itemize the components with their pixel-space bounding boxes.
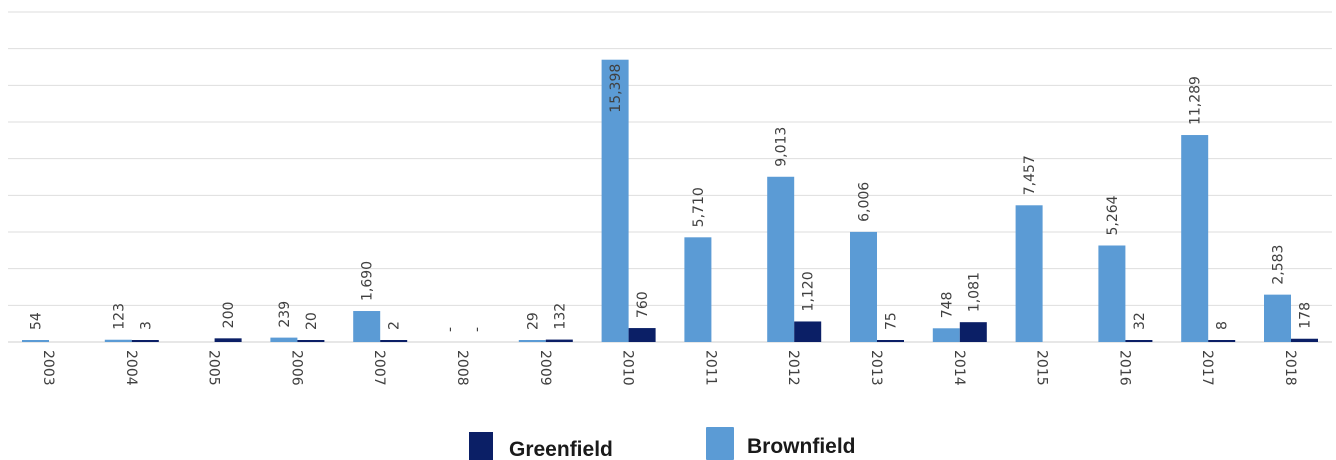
data-label-brownfield-2013: 6,006: [857, 182, 873, 222]
bar-greenfield-2010: [628, 328, 656, 342]
bar-brownfield-2003: [22, 340, 49, 342]
x-tick-label-2003: 2003: [40, 350, 56, 386]
bar-greenfield-2012: [794, 321, 822, 342]
bar-brownfield-2018: [1264, 294, 1291, 342]
bar-brownfield-2012: [767, 176, 795, 342]
bar-brownfield-2010: [601, 59, 629, 342]
legend-label-brownfield: Brownfield: [747, 435, 856, 458]
legend-swatch-brownfield: [706, 427, 734, 460]
x-tick-label-2008: 2008: [454, 350, 470, 386]
data-label-brownfield-2004: 123: [111, 303, 127, 330]
bar-brownfield-2013: [850, 231, 877, 342]
data-label-greenfield-2013: 75: [884, 312, 900, 330]
x-tick-label-2011: 2011: [702, 350, 718, 386]
bar-greenfield-2013: [877, 340, 904, 342]
bar-brownfield-2016: [1098, 245, 1126, 342]
x-tick-label-2016: 2016: [1116, 350, 1132, 386]
data-label-greenfield-2007: 2: [387, 321, 403, 330]
legend-item-greenfield: Greenfield: [469, 432, 613, 460]
data-label-greenfield-2004: 3: [138, 321, 154, 330]
data-label-greenfield-2016: 32: [1132, 312, 1148, 330]
x-tick-label-2010: 2010: [620, 350, 636, 386]
x-tick-label-2006: 2006: [288, 350, 304, 386]
data-label-brownfield-2003: 54: [29, 312, 45, 330]
x-tick-label-2004: 2004: [123, 350, 139, 386]
bar-greenfield-2004: [131, 340, 159, 342]
data-label-greenfield-2014: 1,081: [966, 272, 982, 312]
bar-greenfield-2006: [297, 340, 325, 342]
legend: Greenfield Brownfield: [469, 427, 856, 460]
data-label-brownfield-2017: 11,289: [1188, 76, 1204, 125]
bar-greenfield-2017: [1208, 340, 1236, 342]
x-tick-label-2005: 2005: [206, 350, 222, 386]
data-label-brownfield-2012: 9,013: [774, 127, 790, 167]
bar-greenfield-2016: [1125, 340, 1153, 342]
data-label-brownfield-2008: -: [443, 327, 459, 332]
x-tick-label-2017: 2017: [1199, 350, 1215, 386]
data-label-brownfield-2007: 1,690: [360, 261, 376, 301]
bar-brownfield-2017: [1181, 135, 1209, 342]
data-labels: 54 123 3 200 239 20 1,690 2 - - 29 132 15,398 760 5,71…: [29, 64, 1314, 332]
bar-brownfield-2006: [270, 337, 298, 342]
data-label-greenfield-2006: 20: [304, 312, 320, 330]
data-label-brownfield-2006: 239: [277, 301, 293, 328]
legend-label-greenfield: Greenfield: [509, 438, 613, 460]
bars: [22, 59, 1318, 342]
x-tick-label-2014: 2014: [951, 350, 967, 386]
data-label-brownfield-2015: 7,457: [1022, 155, 1038, 195]
gridlines: [8, 11, 1332, 343]
legend-item-brownfield: Brownfield: [706, 427, 856, 460]
x-tick-label-2012: 2012: [785, 350, 801, 386]
data-label-brownfield-2014: 748: [939, 292, 955, 319]
legend-swatch-greenfield: [469, 432, 493, 460]
data-label-greenfield-2012: 1,120: [801, 271, 817, 311]
data-label-brownfield-2009: 29: [525, 312, 541, 330]
x-tick-label-2013: 2013: [868, 350, 884, 386]
data-label-greenfield-2017: 8: [1215, 321, 1231, 330]
bar-brownfield-2014: [932, 328, 960, 342]
data-label-greenfield-2018: 178: [1298, 302, 1314, 329]
data-label-brownfield-2016: 5,264: [1105, 195, 1121, 235]
data-label-brownfield-2018: 2,583: [1271, 245, 1287, 285]
data-label-greenfield-2005: 200: [221, 302, 237, 329]
data-label-brownfield-2011: 5,710: [691, 187, 707, 227]
bar-greenfield-2018: [1291, 338, 1318, 342]
bar-greenfield-2014: [959, 322, 987, 342]
bar-greenfield-2009: [545, 339, 573, 342]
x-tick-label-2007: 2007: [371, 350, 387, 386]
x-tick-label-2015: 2015: [1034, 350, 1050, 386]
data-label-greenfield-2009: 132: [552, 303, 568, 330]
bar-brownfield-2011: [684, 237, 712, 342]
bar-brownfield-2009: [518, 340, 546, 342]
data-label-brownfield-2010: 15,398: [608, 64, 624, 113]
x-axis-tick-labels: 2003 2004 2005 2006 2007 2008 2009 2010 2011 2012…: [40, 350, 1298, 386]
data-label-greenfield-2008: -: [470, 327, 486, 332]
data-label-greenfield-2010: 760: [635, 291, 651, 318]
x-tick-label-2018: 2018: [1282, 350, 1298, 386]
bar-brownfield-2007: [353, 311, 381, 342]
bar-brownfield-2004: [104, 339, 132, 342]
bar-greenfield-2005: [214, 338, 242, 342]
x-tick-label-2009: 2009: [537, 350, 553, 386]
bar-brownfield-2015: [1015, 205, 1043, 342]
bar-greenfield-2007: [380, 340, 408, 342]
